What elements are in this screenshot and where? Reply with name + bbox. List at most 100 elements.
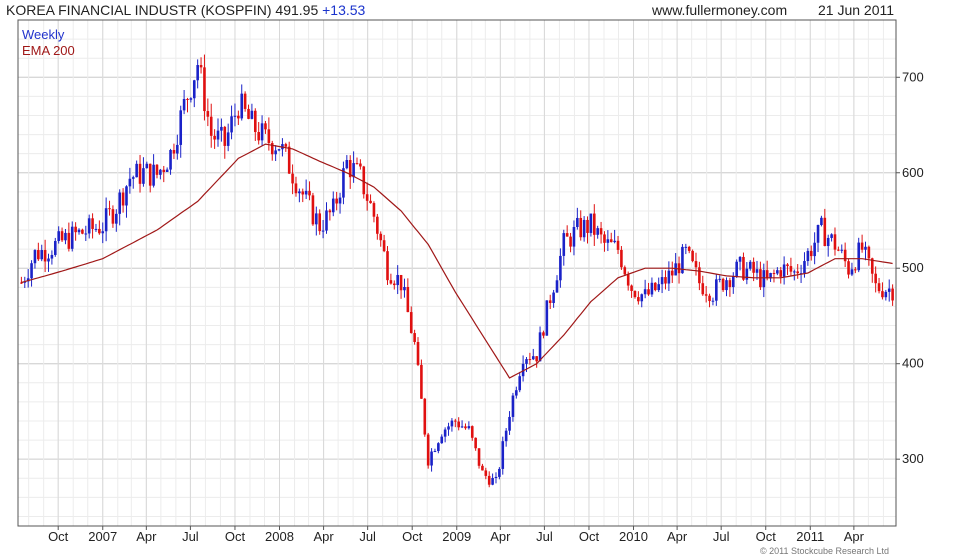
candle — [182, 89, 186, 115]
candle — [352, 151, 355, 183]
x-tick-label: 2011 — [796, 529, 824, 544]
x-tick-label: Oct — [225, 529, 246, 544]
candle — [535, 356, 538, 368]
candle — [423, 397, 427, 437]
candle — [477, 448, 481, 469]
candle — [796, 264, 799, 279]
candle — [552, 289, 555, 308]
candle — [220, 118, 223, 142]
candle — [674, 253, 677, 276]
candle — [887, 279, 891, 302]
candle — [833, 227, 837, 256]
candle — [691, 249, 694, 263]
x-tick-label: 2009 — [442, 529, 471, 544]
y-tick-label: 500 — [902, 260, 924, 275]
candle — [789, 257, 793, 277]
candle — [592, 204, 596, 246]
candle — [101, 222, 105, 244]
candle — [277, 148, 281, 152]
candle — [545, 300, 549, 336]
candle — [60, 227, 64, 243]
candle — [237, 110, 240, 125]
candle — [443, 427, 447, 443]
candle — [738, 256, 742, 271]
candle — [318, 209, 322, 235]
candle — [64, 229, 67, 245]
candle — [765, 260, 769, 281]
candle — [206, 98, 210, 127]
candle — [755, 260, 759, 280]
candle — [420, 359, 423, 399]
candle — [115, 209, 118, 232]
candle — [450, 418, 454, 432]
candle — [274, 145, 277, 162]
chart-header: KOREA FINANCIAL INDUSTR (KOSPFIN) 491.95… — [0, 0, 980, 20]
candle — [403, 278, 406, 298]
candle — [491, 473, 494, 486]
candle — [396, 265, 399, 295]
candle — [711, 297, 715, 306]
candle — [47, 253, 50, 272]
x-tick-label: Oct — [402, 529, 423, 544]
candle — [501, 436, 505, 475]
copyright-note: © 2011 Stockcube Research Ltd — [760, 546, 890, 556]
candle — [586, 216, 589, 244]
candle — [762, 263, 766, 298]
candle — [647, 282, 650, 296]
candle — [881, 282, 884, 300]
candle — [216, 118, 220, 147]
candle — [294, 176, 298, 197]
candle — [413, 329, 416, 345]
candle — [813, 232, 816, 265]
candle — [131, 175, 135, 189]
price-change: +13.53 — [322, 2, 366, 18]
candle — [576, 207, 579, 230]
candle — [572, 220, 576, 256]
candle — [823, 208, 827, 247]
candle — [511, 392, 515, 422]
candle — [348, 155, 352, 189]
candle — [538, 326, 542, 362]
candle — [826, 234, 830, 257]
candle — [464, 423, 467, 430]
candle — [515, 386, 518, 399]
x-tick-label: Oct — [756, 529, 777, 544]
candle — [440, 434, 444, 444]
candle — [91, 213, 94, 239]
y-tick-label: 600 — [902, 165, 924, 180]
candle — [142, 157, 145, 187]
candle — [870, 257, 874, 283]
candle — [559, 248, 562, 288]
candle — [654, 282, 657, 292]
x-axis: Oct 2007 Apr Jul Oct 2008 Apr Jul Oct 2009 Apr Jul O… — [48, 526, 865, 544]
candle — [50, 250, 54, 265]
candle — [518, 371, 522, 393]
candle — [152, 154, 155, 188]
y-tick-label: 400 — [902, 356, 924, 371]
candle — [159, 168, 162, 180]
candle — [748, 260, 752, 271]
x-tick-label: Oct — [579, 529, 600, 544]
candle — [884, 289, 888, 301]
candle — [548, 294, 552, 310]
candle — [203, 54, 206, 121]
candle — [176, 134, 179, 160]
candle — [840, 244, 844, 254]
candle — [308, 181, 311, 201]
candle — [40, 244, 44, 262]
candle — [735, 259, 738, 278]
candle — [718, 275, 722, 283]
candle — [447, 422, 450, 436]
candle — [504, 428, 508, 447]
candle — [837, 246, 840, 252]
candle — [779, 267, 783, 284]
candle — [874, 266, 877, 293]
candle — [172, 143, 176, 160]
candle — [460, 420, 464, 429]
candle — [135, 160, 138, 178]
candle — [226, 123, 230, 152]
candle — [820, 215, 823, 227]
candle — [53, 237, 57, 257]
candle — [389, 273, 393, 285]
x-tick-label: Apr — [667, 529, 688, 544]
